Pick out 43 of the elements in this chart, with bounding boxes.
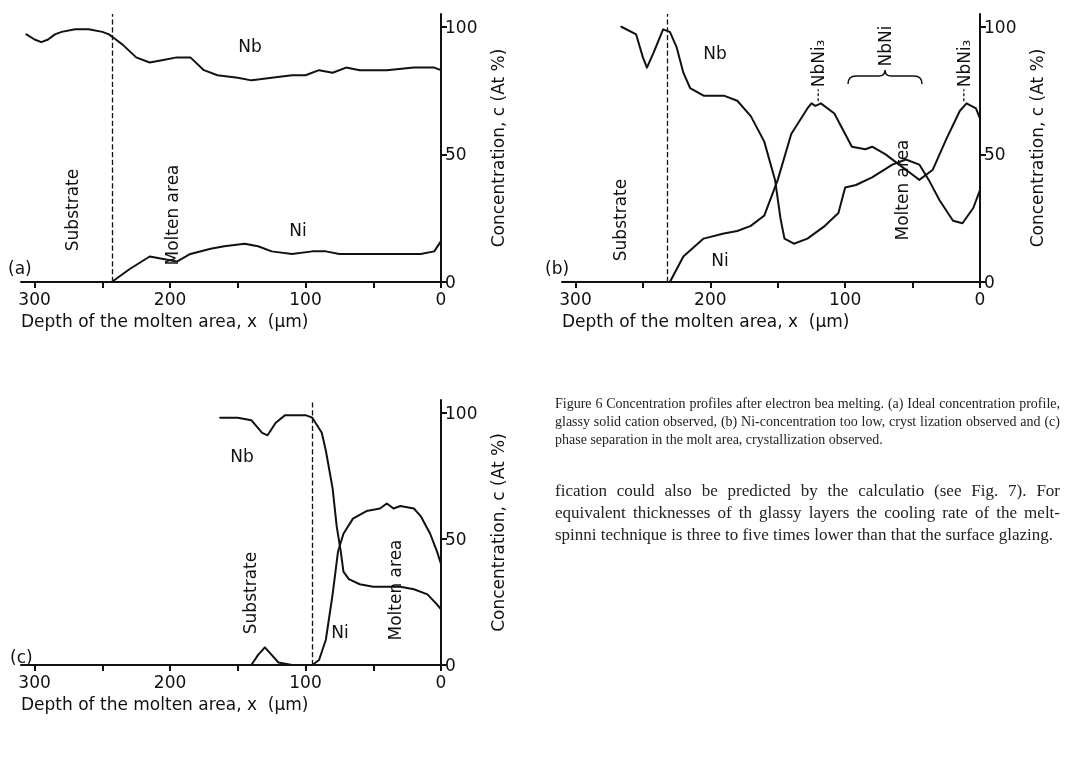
annotation: Molten area [385,539,405,641]
y-axis-title: Concentration, c (At %) [1026,48,1047,248]
annotation: Substrate [610,178,630,262]
series-label: Ni [711,250,729,270]
annotation: (b) [545,258,570,278]
y-tick-label: 0 [445,655,456,675]
series-label: Ni [289,220,307,240]
annotation: NbNi₃ [953,39,974,88]
x-tick-label: 300 [559,288,592,309]
x-axis-title: Depth of the molten area, x (μm) [21,693,309,714]
series-label: Nb [230,446,254,466]
annotation: Substrate [62,168,82,252]
y-tick-label: 50 [984,144,1006,165]
series-label: Nb [238,36,262,56]
annotation: NbNi [875,25,895,67]
annotation: NbNi₃ [808,39,829,88]
annotation: Molten area [162,164,182,266]
series-label: Ni [331,622,349,642]
x-tick-label: 100 [289,671,322,692]
y-tick-label: 50 [445,528,467,549]
y-tick-label: 100 [445,402,478,423]
series-label: Nb [703,43,727,63]
y-tick-label: 0 [984,272,995,292]
y-axis-title: Concentration, c (At %) [487,48,508,248]
x-tick-label: 200 [153,288,187,309]
text: fication could also be predicted by the calculatio (see Fig. 7). For equivalent thicknesses of th glassy layers the cooling rate of the melt-spinni technique is three to five times lower than that the surface glazing. [555,479,1060,546]
x-tick-label: 300 [18,671,51,692]
x-tick-label: 100 [289,288,322,309]
annotation: (c) [10,647,33,667]
x-axis-title: Depth of the molten area, x (μm) [562,310,850,331]
x-tick-label: 300 [18,288,51,309]
y-tick-label: 0 [445,272,456,292]
x-tick-label: 200 [153,671,187,692]
x-axis-title: Depth of the molten area, x (μm) [21,310,309,331]
y-axis-title: Concentration, c (At %) [487,433,508,632]
x-tick-label: 200 [694,288,727,309]
y-tick-label: 50 [445,144,467,165]
y-tick-label: 100 [984,16,1017,37]
x-tick-label: 100 [828,288,862,309]
caption: Figure 6 Concentration profiles after electron bea melting. (a) Ideal concentration profile, glassy solid cation observed, (b) Ni-concentration too low, cryst lization observed and (c) phase separation in the molt area, crystallization observed. [555,395,1060,450]
annotation: Substrate [240,551,260,635]
y-tick-label: 100 [445,16,478,37]
annotation: (a) [8,258,32,278]
